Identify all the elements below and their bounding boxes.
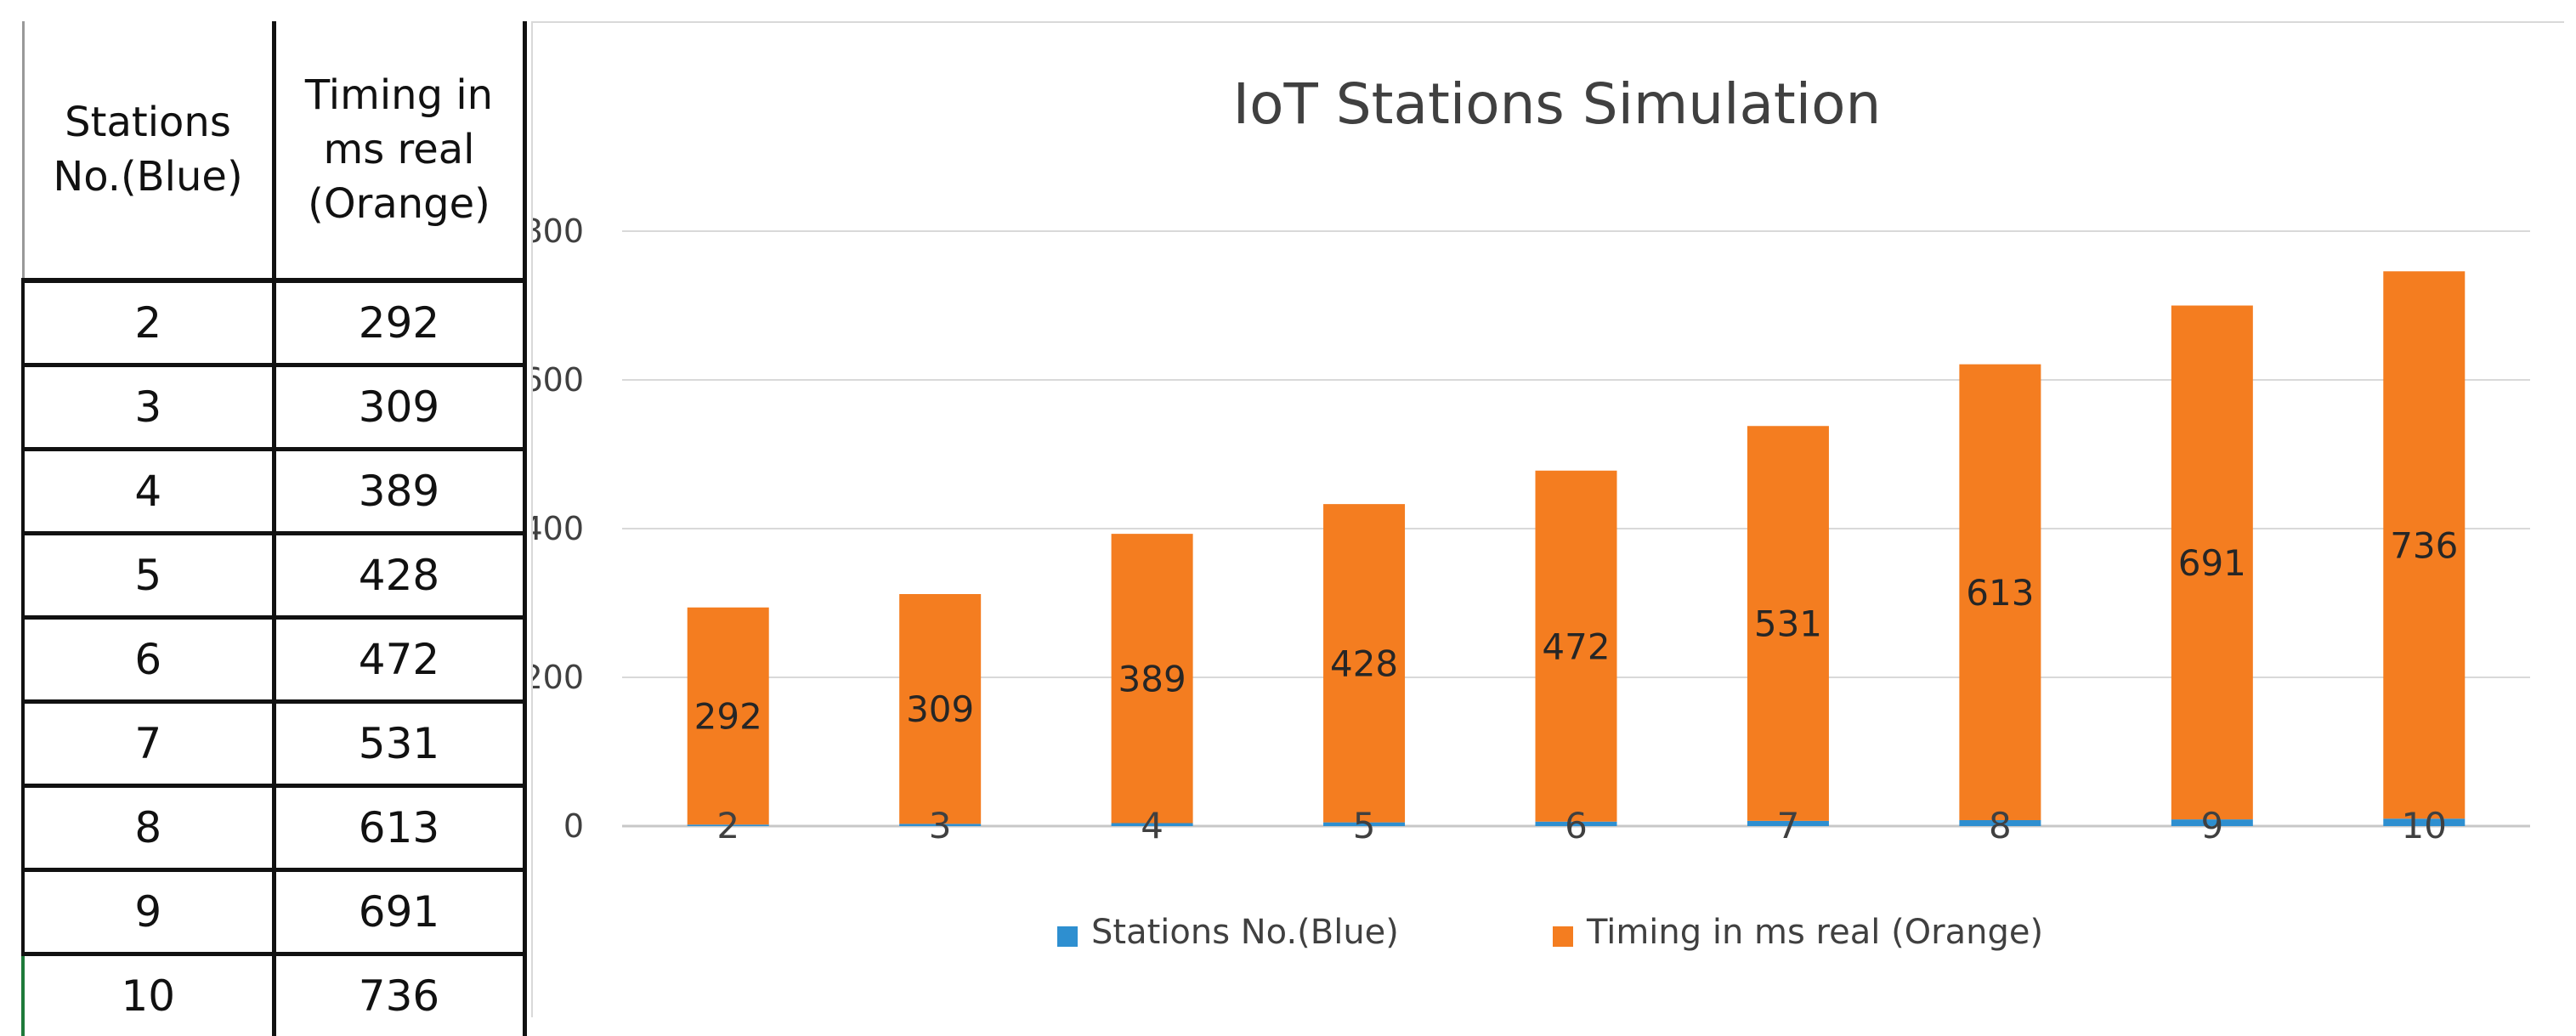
cell-stations: 8 — [21, 785, 276, 872]
data-label-timing: 292 — [694, 696, 762, 738]
legend-swatch-stations — [1057, 926, 1078, 947]
cell-stations: 2 — [21, 280, 276, 367]
bar-timing — [1111, 534, 1193, 824]
data-label-timing: 736 — [2390, 524, 2458, 566]
data-label-timing: 691 — [2178, 542, 2246, 584]
bar-stations — [687, 824, 769, 826]
cell-timing: 309 — [274, 365, 527, 451]
y-tick-label: 600 — [533, 361, 584, 399]
y-tick-label: 0 — [563, 807, 584, 845]
bars: 292 309 389 428 472 531 613 691 736 — [687, 271, 2466, 826]
x-category-label: 3 — [929, 805, 952, 846]
cell-timing: 472 — [274, 617, 527, 704]
bar-timing — [1323, 504, 1406, 823]
cell-stations: 7 — [21, 701, 276, 788]
column-header-stations: Stations No.(Blue) — [21, 21, 276, 283]
legend-label-timing: Timing in ms real (Orange) — [1586, 913, 2043, 952]
table-row: 4 389 — [21, 449, 527, 535]
bar-chart: IoT Stations Simulation 0200400600800 29… — [533, 71, 2530, 952]
cell-timing: 292 — [274, 280, 527, 367]
cell-timing: 691 — [274, 869, 527, 956]
data-label-timing: 613 — [1966, 572, 2034, 614]
x-category-label: 7 — [1777, 805, 1800, 846]
data-label-timing: 472 — [1542, 626, 1610, 667]
x-category-label: 9 — [2200, 805, 2223, 846]
cell-timing: 736 — [274, 954, 527, 1036]
cell-timing: 613 — [274, 785, 527, 872]
bar-stations — [1111, 823, 1193, 826]
cell-timing: 389 — [274, 449, 527, 535]
bar-timing — [1535, 470, 1617, 822]
table-row: 9 691 — [21, 869, 527, 956]
cell-stations: 4 — [21, 449, 276, 535]
cell-stations: 10 — [21, 954, 276, 1036]
data-table: Stations No.(Blue) Timing in ms real (Orang… — [21, 21, 527, 1036]
x-axis: 2 3 4 5 6 7 8 9 10 — [716, 805, 2447, 846]
x-category-label: 2 — [716, 805, 739, 846]
table-row: 3 309 — [21, 365, 527, 451]
bar-timing — [2171, 305, 2253, 820]
table-body: 2 292 3 309 4 389 5 428 6 472 7 531 8 613 9 691 10 736 — [21, 280, 527, 1036]
y-tick-label: 400 — [533, 510, 584, 547]
cell-timing: 531 — [274, 701, 527, 788]
bar-stations — [1959, 820, 2041, 826]
x-category-label: 6 — [1565, 805, 1588, 846]
legend-label-stations: Stations No.(Blue) — [1091, 913, 1399, 952]
cell-stations: 3 — [21, 365, 276, 451]
data-label-timing: 389 — [1118, 658, 1186, 699]
table-row: 7 531 — [21, 701, 527, 788]
x-category-label: 5 — [1353, 805, 1376, 846]
data-label-timing: 309 — [906, 688, 974, 730]
chart-panel: IoT Stations Simulation 0200400600800 29… — [531, 21, 2564, 1017]
bar-stations — [899, 824, 982, 826]
table-row: 2 292 — [21, 280, 527, 367]
data-label-timing: 531 — [1754, 603, 1822, 645]
bar-timing — [1747, 426, 1829, 821]
table-row: 5 428 — [21, 533, 527, 620]
bar-timing — [2383, 271, 2466, 819]
bar-stations — [2171, 819, 2253, 826]
cell-stations: 6 — [21, 617, 276, 704]
bar-timing — [1959, 364, 2041, 820]
cell-stations: 9 — [21, 869, 276, 956]
column-header-timing: Timing in ms real (Orange) — [274, 21, 527, 283]
x-category-label: 10 — [2402, 805, 2447, 846]
cell-stations: 5 — [21, 533, 276, 620]
table-header-row: Stations No.(Blue) Timing in ms real (Orang… — [21, 21, 527, 283]
bar-stations — [2383, 818, 2466, 826]
table-row: 6 472 — [21, 617, 527, 704]
table-row: 10 736 — [21, 954, 527, 1036]
data-table-container: Stations No.(Blue) Timing in ms real (Orang… — [21, 21, 527, 1036]
bar-timing — [687, 607, 769, 825]
legend: Stations No.(Blue) Timing in ms real (Ora… — [1057, 913, 2043, 952]
bar-stations — [1535, 821, 1617, 826]
chart-title: IoT Stations Simulation — [1233, 71, 1882, 137]
y-tick-label: 200 — [533, 659, 584, 696]
x-category-label: 8 — [1989, 805, 2012, 846]
y-tick-label: 800 — [533, 212, 584, 250]
data-label-timing: 428 — [1330, 643, 1398, 684]
bar-stations — [1323, 822, 1406, 826]
legend-swatch-timing — [1553, 926, 1573, 947]
bar-stations — [1747, 820, 1829, 826]
y-axis: 0 200 400 600 800 — [533, 212, 584, 845]
x-category-label: 4 — [1141, 805, 1163, 846]
bar-timing — [899, 594, 982, 824]
cell-timing: 428 — [274, 533, 527, 620]
table-row: 8 613 — [21, 785, 527, 872]
